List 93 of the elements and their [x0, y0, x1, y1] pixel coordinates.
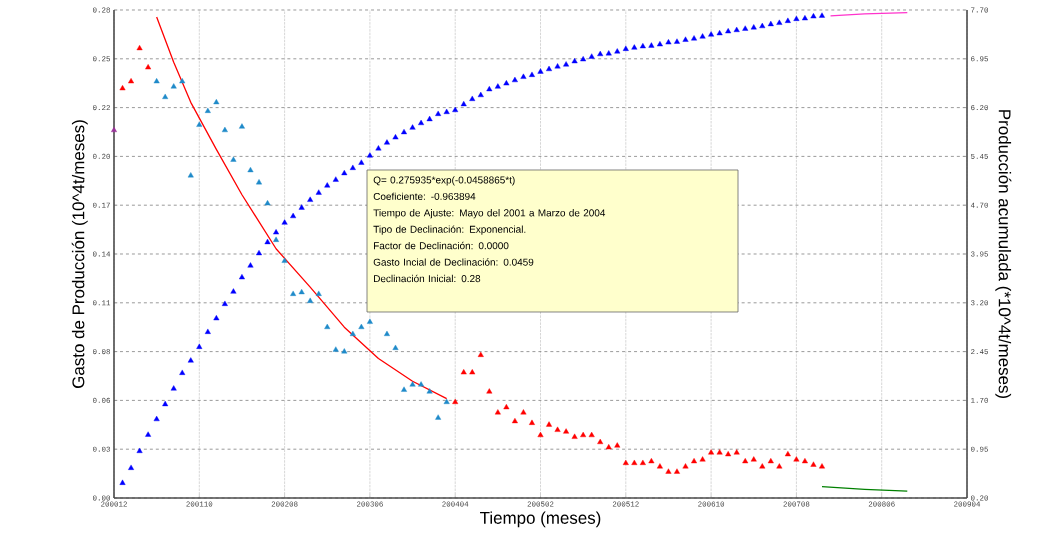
y2-axis-title: Producción acumulada (*10^4t/meses)	[995, 110, 1012, 399]
point	[358, 323, 365, 329]
point	[750, 456, 757, 462]
point	[682, 463, 689, 469]
point	[119, 85, 126, 91]
point	[469, 369, 476, 375]
point	[426, 388, 433, 394]
point	[213, 98, 220, 105]
point	[725, 451, 732, 457]
point	[221, 126, 228, 133]
point	[187, 172, 194, 178]
point	[648, 458, 655, 464]
point	[153, 78, 160, 84]
point	[460, 369, 467, 375]
point	[392, 344, 399, 350]
point	[238, 123, 245, 129]
point	[656, 463, 663, 469]
annotation: Q= 0.275935*exp(-0.0458865*t)	[373, 176, 515, 186]
annotation: Coeficiente: -0.963894	[373, 192, 476, 200]
annotation: Factor de Declinación: 0.0000	[374, 241, 509, 250]
point	[477, 351, 484, 357]
point	[332, 346, 339, 352]
point	[631, 459, 638, 465]
point	[401, 386, 407, 392]
point	[622, 459, 629, 465]
y-axis-title: Gasto de Producción (10^4t/meses)	[71, 120, 88, 388]
point	[588, 431, 595, 438]
point	[511, 417, 518, 424]
point	[554, 426, 561, 432]
point	[537, 431, 544, 438]
point	[759, 463, 766, 469]
point	[810, 461, 817, 467]
point	[708, 449, 715, 455]
point	[605, 444, 612, 450]
point	[486, 388, 493, 394]
point	[494, 409, 501, 415]
point	[529, 419, 535, 425]
annotation: Tiempo de Ajuste: Mayo del 2001 a Marzo de 2004	[373, 209, 606, 219]
annotation: Tipo de Declinación: Exponencial.	[373, 225, 526, 235]
point	[597, 438, 604, 445]
point	[384, 330, 390, 336]
point	[264, 200, 271, 206]
point	[733, 449, 740, 455]
point	[298, 288, 305, 295]
point	[315, 290, 322, 296]
point	[665, 468, 672, 474]
annotation: Gasto Incial de Declinación: 0.0459	[373, 258, 534, 266]
point	[366, 318, 373, 324]
point	[128, 78, 135, 84]
point	[819, 463, 825, 469]
point	[136, 44, 143, 51]
point	[571, 433, 578, 439]
point	[179, 78, 186, 84]
point	[273, 236, 280, 242]
x-axis-title: Tiempo (meses)	[480, 511, 601, 528]
point	[742, 458, 749, 464]
point	[691, 458, 698, 464]
point	[716, 449, 723, 455]
point	[784, 451, 791, 457]
point	[563, 428, 570, 434]
point	[256, 179, 262, 185]
point	[674, 468, 680, 474]
point	[204, 107, 211, 113]
annotation: Declinación Inicial: 0.28	[374, 274, 481, 283]
point	[452, 398, 459, 404]
point	[349, 330, 356, 336]
point	[435, 414, 442, 420]
point	[503, 403, 510, 410]
point	[162, 93, 169, 99]
point	[290, 290, 297, 296]
point	[614, 442, 621, 448]
point	[230, 156, 237, 162]
point	[324, 323, 331, 329]
point	[196, 121, 203, 127]
point	[580, 431, 587, 438]
point	[341, 348, 348, 354]
point	[307, 297, 314, 303]
point	[801, 458, 808, 464]
point	[418, 381, 425, 387]
point	[520, 409, 527, 415]
point	[767, 458, 774, 464]
point	[639, 459, 646, 465]
point	[546, 421, 552, 427]
point	[145, 64, 152, 70]
point	[409, 381, 416, 387]
point	[111, 126, 117, 133]
point	[793, 456, 800, 462]
point	[776, 463, 783, 469]
point	[281, 257, 288, 263]
point	[170, 83, 177, 89]
point	[443, 398, 450, 404]
point	[247, 166, 254, 173]
point	[699, 456, 706, 462]
